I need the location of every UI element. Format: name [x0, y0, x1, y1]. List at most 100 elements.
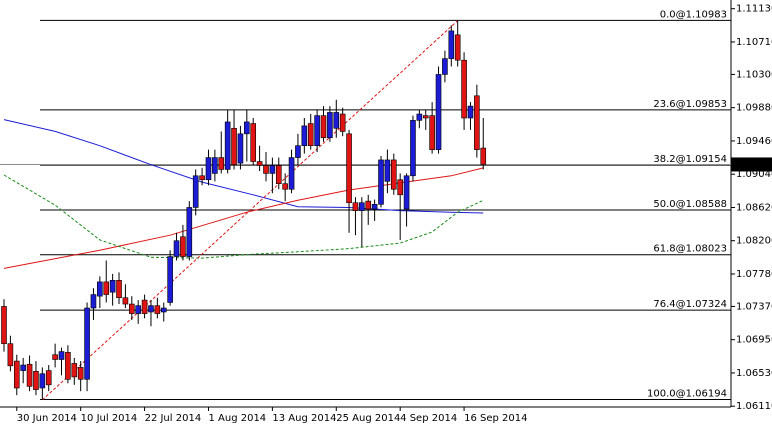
y-tick-label: 1.09040 [736, 169, 772, 180]
candle-body [384, 159, 391, 182]
candle-body [186, 207, 193, 257]
y-tick-label: 1.06530 [736, 368, 772, 379]
candle-body [7, 343, 14, 367]
candle-body [129, 303, 135, 314]
x-tick-label: 30 Jun 2014 [17, 413, 77, 424]
last-price-label: 1.09163 [735, 159, 772, 170]
fib-level-label: 100.0@1.06194 [647, 389, 727, 400]
candle-body [180, 236, 186, 257]
candle-body [199, 175, 205, 181]
y-tick-label: 1.09460 [736, 136, 772, 147]
candle-body [282, 183, 288, 190]
candle-body [77, 367, 84, 380]
candle-body [84, 307, 90, 380]
candle-body [33, 371, 39, 390]
candle-body [109, 280, 116, 293]
candle-body [173, 240, 180, 257]
candle-body [160, 307, 167, 313]
y-tick-label: 1.11130 [736, 4, 772, 15]
y-tick-label: 1.08200 [736, 236, 772, 247]
candle-body [269, 165, 276, 174]
candle-body [410, 120, 416, 177]
candle-body [141, 299, 148, 314]
x-tick-label: 13 Aug 2014 [272, 413, 336, 424]
candle-body [320, 115, 327, 139]
candle-body [45, 370, 52, 386]
candle-body [231, 127, 237, 166]
candle-body [454, 34, 461, 61]
candle-body [148, 305, 154, 313]
x-tick-label: 22 Jul 2014 [145, 413, 202, 424]
candle-body [301, 125, 308, 146]
candle-body [65, 352, 71, 380]
x-tick-label: 16 Sep 2014 [464, 413, 527, 424]
candle-body [390, 159, 397, 190]
fib-trendline [42, 20, 459, 401]
candle-body [97, 281, 103, 297]
moving-average [3, 174, 484, 259]
candle-body [122, 297, 129, 305]
candle-body [90, 294, 97, 309]
fib-level-label: 38.2@1.09154 [653, 154, 727, 165]
candle-body [365, 200, 372, 210]
candle-body [339, 113, 346, 132]
candle-body [224, 121, 231, 170]
candle-body [359, 202, 365, 211]
candle-body [429, 115, 435, 150]
candle-body [474, 95, 480, 150]
candle-body [26, 363, 33, 387]
x-tick-label: 1 Aug 2014 [208, 413, 266, 424]
candle-body [116, 280, 122, 299]
candle-body [154, 305, 161, 314]
candle-body [205, 157, 212, 181]
fib-level-label: 23.6@1.09853 [653, 99, 727, 110]
candle-body [346, 133, 352, 204]
y-tick-label: 1.06950 [736, 335, 772, 346]
candle-body [237, 133, 244, 164]
x-tick-label: 4 Sep 2014 [400, 413, 457, 424]
candle-body [480, 147, 487, 165]
candle-body [403, 175, 410, 210]
candle-body [167, 256, 173, 303]
candle-body [416, 113, 423, 121]
candle-body [327, 112, 333, 139]
candle-body [422, 115, 429, 119]
y-tick-label: 1.10300 [736, 69, 772, 80]
moving-average [3, 119, 484, 214]
moving-average [3, 167, 484, 269]
candle-body [397, 179, 403, 196]
fib-level-label: 76.4@1.07324 [653, 299, 727, 310]
candle-body [256, 161, 263, 166]
y-tick-label: 1.07370 [736, 301, 772, 312]
candle-body [244, 121, 250, 135]
x-tick-label: 10 Jul 2014 [81, 413, 138, 424]
y-tick-label: 1.08620 [736, 202, 772, 213]
y-tick-label: 1.09880 [736, 103, 772, 114]
candle-body [13, 360, 20, 389]
candle-body [218, 157, 225, 170]
candle-body [20, 364, 26, 371]
candle-body [39, 373, 46, 389]
candle-body [314, 115, 320, 146]
candle-body [1, 306, 7, 344]
candle-body [442, 58, 448, 75]
candle-body [371, 203, 378, 210]
candle-body [135, 305, 141, 314]
fib-level-label: 0.0@1.10983 [660, 9, 727, 20]
y-tick-label: 1.10710 [736, 37, 772, 48]
candle-body [212, 157, 218, 174]
candle-body [58, 351, 65, 360]
last-price-box [731, 157, 772, 172]
candle-body [333, 112, 340, 129]
candle-body [71, 363, 78, 378]
candle-body [352, 202, 359, 211]
candle-body [435, 74, 442, 150]
candle-body [448, 30, 455, 59]
candle-body [103, 281, 110, 295]
fib-level-label: 61.8@1.08023 [653, 244, 727, 255]
y-tick-label: 1.07780 [736, 269, 772, 280]
candle-body [250, 123, 257, 162]
